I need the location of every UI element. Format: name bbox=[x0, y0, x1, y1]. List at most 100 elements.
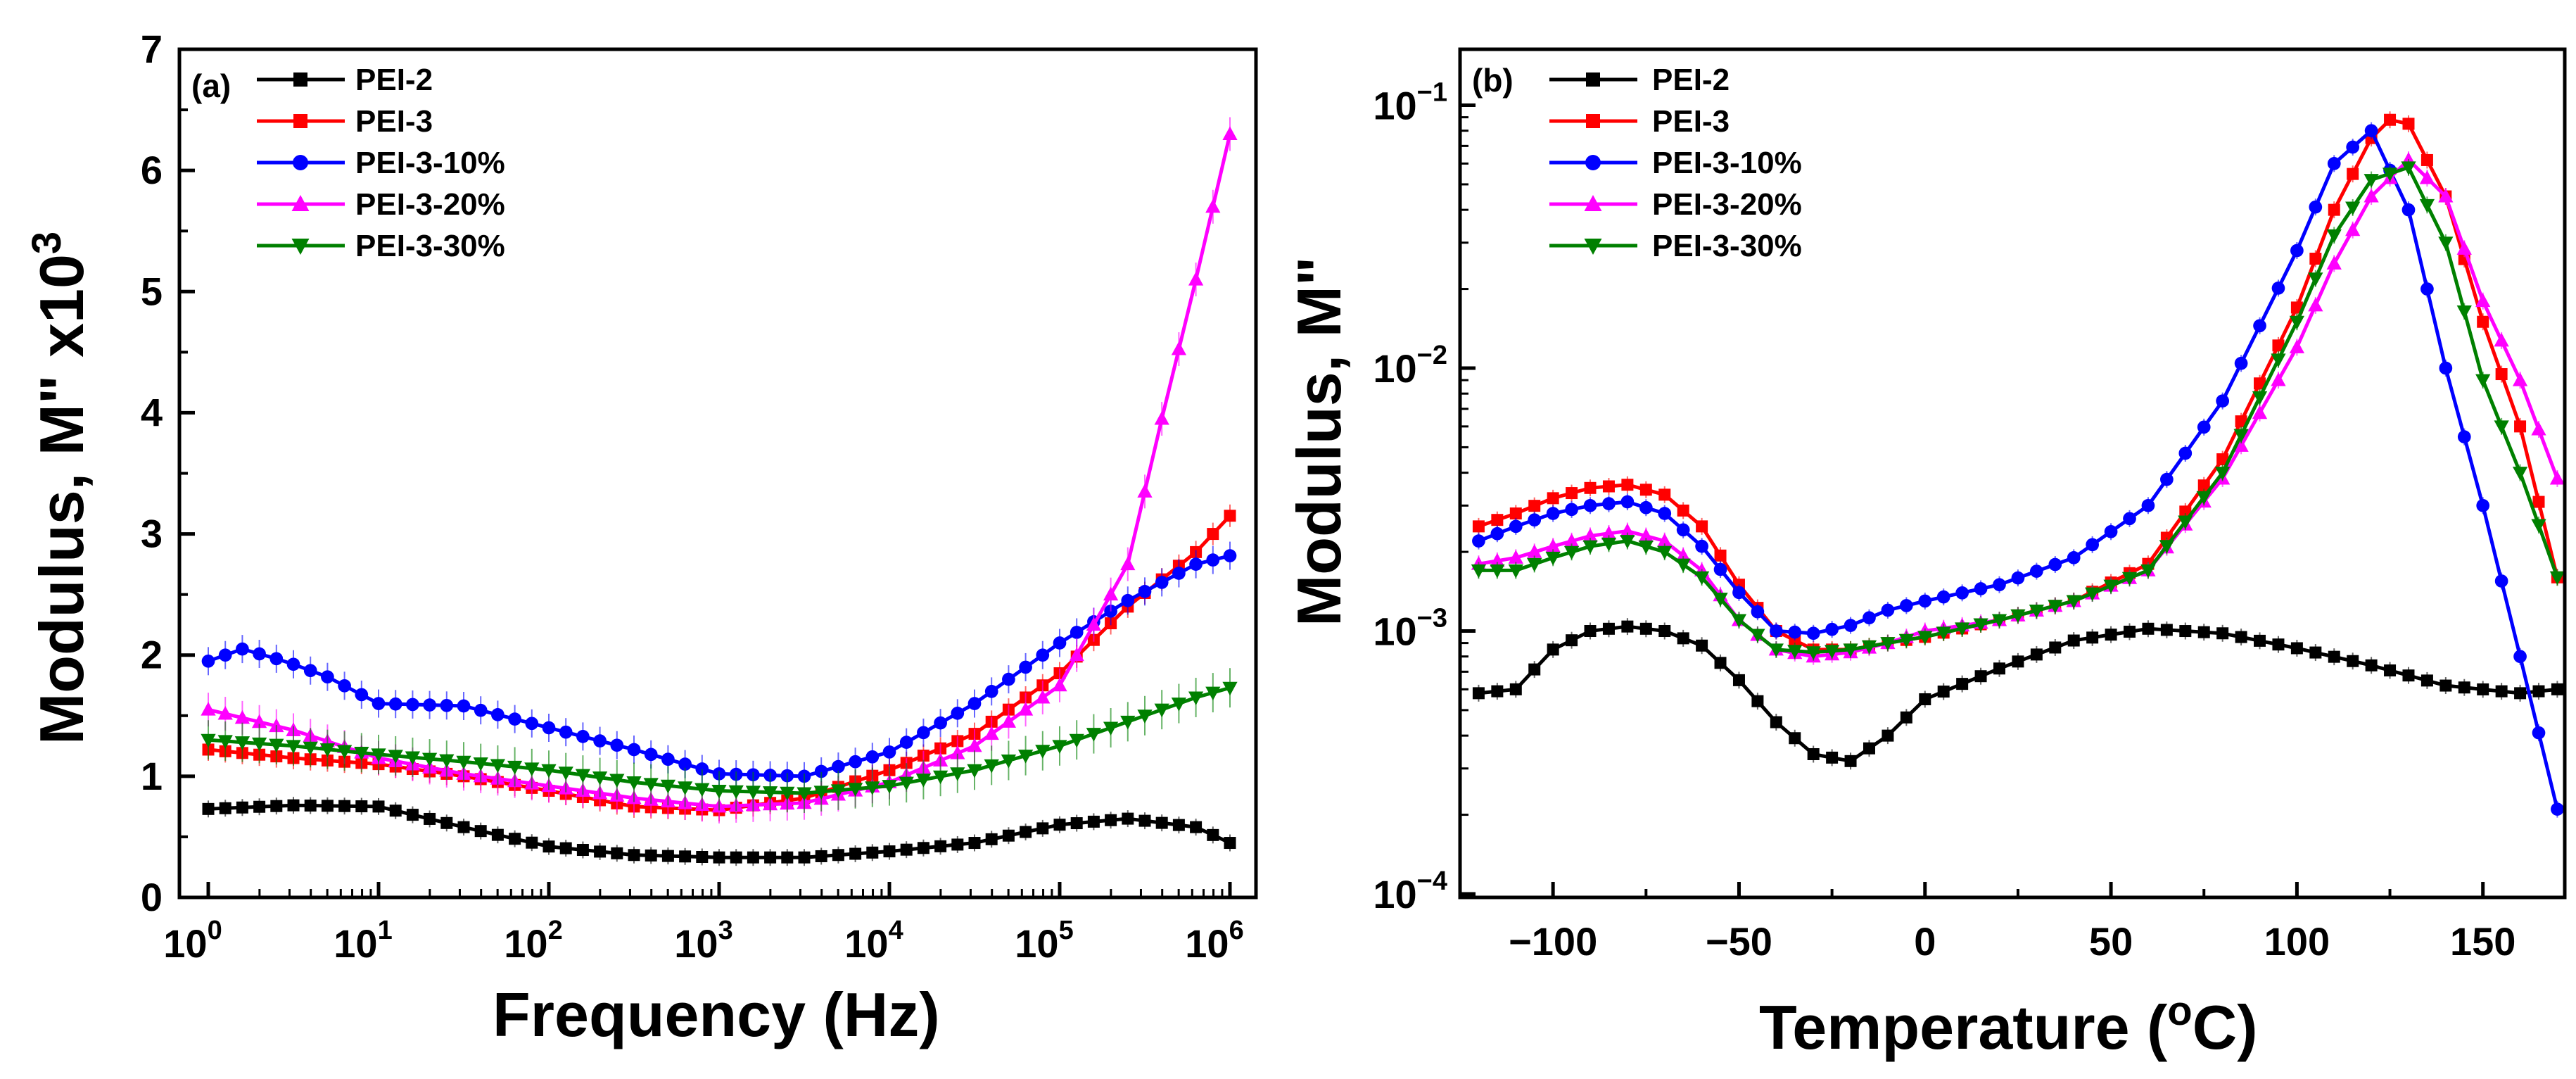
panel-a-legend-item: PEI-3-20% bbox=[257, 187, 505, 222]
panel-b-data-point bbox=[2254, 377, 2266, 390]
panel-a-data-point bbox=[1053, 819, 1066, 831]
panel-a-data-point bbox=[594, 845, 607, 858]
panel-b-data-point bbox=[1509, 519, 1523, 534]
panel-a-y-tick-label: 6 bbox=[141, 148, 163, 192]
panel-b-data-point bbox=[1751, 605, 1765, 619]
panel-b-data-point bbox=[2104, 524, 2118, 538]
panel-a-data-point bbox=[1086, 728, 1102, 742]
panel-b-data-point bbox=[1621, 479, 1634, 491]
panel-a-data-point bbox=[1103, 721, 1119, 736]
panel-b-chart: 10−4 10−3 10−2 10−1 −100 −50 0 50 100 150 (b) Te… bbox=[1284, 47, 2567, 1062]
panel-a-data-point bbox=[694, 783, 710, 797]
panel-a-data-point bbox=[456, 755, 471, 770]
panel-a-data-point bbox=[747, 851, 759, 864]
panel-a-legend-marker bbox=[293, 155, 308, 170]
panel-b-data-point bbox=[1639, 484, 1652, 496]
panel-b-data-point bbox=[1491, 685, 1504, 698]
panel-a-data-point bbox=[507, 760, 523, 775]
panel-a-data-point bbox=[1171, 698, 1187, 712]
panel-a-data-point bbox=[968, 837, 981, 850]
panel-b-data-point bbox=[1768, 643, 1784, 657]
panel-b-series-layer bbox=[1471, 111, 2565, 818]
panel-a-data-point bbox=[1207, 528, 1219, 541]
panel-a-data-point bbox=[440, 816, 453, 829]
panel-a-x-tick-label: 102 bbox=[504, 916, 562, 966]
panel-b-data-point bbox=[1639, 500, 1653, 515]
panel-b-data-point bbox=[1973, 618, 1988, 633]
panel-b-data-point bbox=[1638, 528, 1654, 543]
panel-b-data-point bbox=[1769, 624, 1783, 638]
panel-a-data-point bbox=[287, 799, 300, 812]
panel-a-data-point bbox=[251, 737, 267, 752]
panel-b-data-point bbox=[2347, 168, 2359, 180]
panel-b-data-point bbox=[2384, 664, 2397, 677]
panel-b-data-point bbox=[1844, 755, 1857, 767]
panel-b-data-point bbox=[1918, 594, 1932, 608]
panel-a-data-point bbox=[304, 800, 317, 812]
panel-b-x-tick-label: −100 bbox=[1509, 919, 1597, 964]
panel-b-data-point bbox=[2030, 648, 2043, 661]
panel-b-data-point bbox=[2197, 479, 2210, 492]
panel-b-data-point bbox=[2048, 600, 2063, 614]
panel-b-data-point bbox=[1601, 525, 1617, 540]
panel-b-data-point bbox=[2010, 609, 2026, 624]
panel-a-data-point bbox=[798, 851, 811, 864]
panel-a-data-point bbox=[1086, 617, 1102, 631]
panel-a-series-pei-2 bbox=[202, 797, 1236, 866]
panel-b-data-point bbox=[1546, 507, 1560, 520]
panel-a-data-point bbox=[526, 836, 538, 849]
panel-a-data-point bbox=[1069, 733, 1084, 748]
panel-a-data-point bbox=[609, 774, 625, 788]
panel-b-data-point bbox=[2328, 203, 2340, 216]
panel-b-data-point bbox=[1750, 629, 1765, 643]
panel-b-data-point bbox=[1491, 514, 1504, 526]
panel-b-data-point bbox=[1956, 678, 1969, 690]
panel-b-data-point bbox=[2514, 420, 2527, 433]
panel-a-data-point bbox=[1172, 819, 1185, 831]
panel-a-data-point bbox=[1137, 709, 1153, 724]
panel-b-data-point bbox=[2235, 415, 2247, 428]
panel-a-legend-label: PEI-3-30% bbox=[355, 229, 505, 263]
panel-b-data-point bbox=[2141, 498, 2155, 512]
panel-b-data-point bbox=[2086, 538, 2100, 552]
panel-b-data-point bbox=[2551, 802, 2564, 816]
panel-b-data-point bbox=[2215, 467, 2231, 481]
panel-b-data-point bbox=[2384, 113, 2397, 126]
panel-b-x-tick-label: 150 bbox=[2450, 919, 2515, 964]
panel-a-data-point bbox=[951, 838, 964, 851]
panel-a-data-point bbox=[201, 702, 216, 716]
panel-b-data-point bbox=[1584, 481, 1597, 494]
panel-b-data-point bbox=[1937, 686, 1950, 698]
panel-b-data-point bbox=[2178, 446, 2193, 460]
panel-b-legend-marker bbox=[1584, 239, 1602, 255]
panel-b-x-axis-title-main: Temperature ( bbox=[1759, 992, 2168, 1062]
panel-b-data-point bbox=[2272, 638, 2285, 651]
panel-a-data-point bbox=[303, 741, 318, 756]
panel-b-data-point bbox=[1993, 578, 2006, 592]
panel-b-data-point bbox=[2364, 174, 2379, 188]
panel-b-data-point bbox=[2030, 564, 2043, 578]
panel-b-data-point bbox=[2327, 157, 2341, 170]
panel-b-data-point bbox=[2290, 642, 2303, 655]
panel-b-data-point bbox=[2179, 505, 2192, 518]
panel-a-data-point bbox=[1105, 814, 1117, 826]
panel-a-data-point bbox=[1052, 677, 1067, 692]
panel-a-data-point bbox=[934, 716, 947, 730]
panel-b-data-point bbox=[1825, 622, 1839, 636]
panel-b-data-point bbox=[2012, 655, 2024, 668]
panel-a-data-point bbox=[1154, 703, 1169, 718]
panel-a-data-point bbox=[1070, 626, 1084, 639]
panel-b-data-point bbox=[1899, 599, 1913, 612]
panel-b-legend-item: PEI-3 bbox=[1549, 104, 1730, 139]
panel-b-data-point bbox=[2011, 571, 2025, 585]
panel-b-data-point bbox=[1843, 643, 1858, 657]
panel-a-data-point bbox=[388, 750, 403, 764]
panel-a-data-point bbox=[1120, 556, 1136, 571]
panel-a-data-point bbox=[1205, 198, 1221, 213]
panel-a-data-point bbox=[491, 708, 505, 721]
panel-b-data-point bbox=[2420, 153, 2433, 166]
panel-b-legend-label: PEI-3-30% bbox=[1652, 229, 1802, 263]
panel-b-data-point bbox=[2272, 339, 2285, 352]
panel-a-x-axis-title: Frequency (Hz) bbox=[493, 980, 940, 1049]
panel-a-legend-label: PEI-3-10% bbox=[355, 146, 505, 180]
